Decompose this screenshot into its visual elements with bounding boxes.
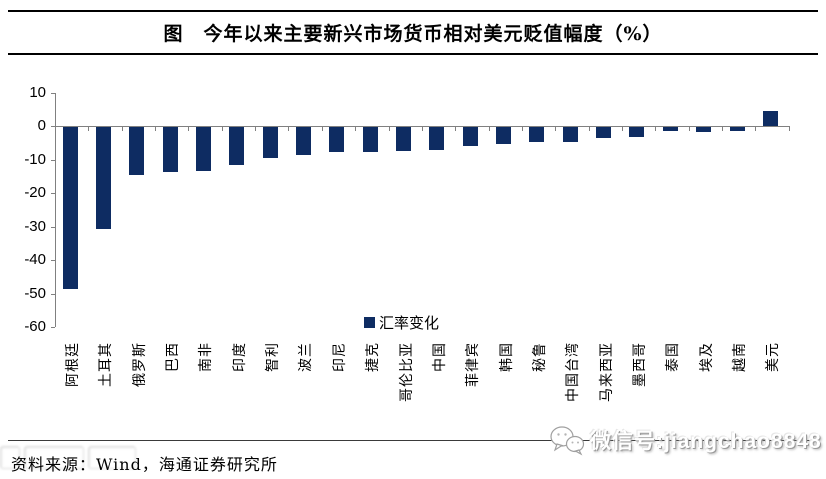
category-tick [288,127,290,131]
bar [462,127,478,147]
x-category-label: 印度 [231,342,248,372]
y-axis-tick [51,327,55,328]
bar [396,127,411,151]
footer-rule [8,440,818,441]
category-tick [355,127,357,131]
y-axis-line [55,92,56,327]
y-axis-tick [51,126,55,127]
category-tick [388,127,390,131]
category-tick [621,127,623,131]
x-category-label: 阿根廷 [65,342,81,387]
bar [762,110,778,126]
bar [362,127,378,152]
category-tick [188,127,190,131]
legend-label: 汇率变化 [379,314,440,332]
category-tick [321,127,323,131]
x-category-label: 俄罗斯 [131,342,148,387]
y-axis-label: -40 [24,251,46,268]
category-tick [588,127,590,131]
y-axis-tick [51,260,55,261]
y-axis-label: -10 [24,150,46,168]
wechat-watermark: 微信号:jiangchao8848 [549,424,822,456]
bar [596,127,612,138]
category-tick [221,127,223,131]
x-category-label: 中国台湾 [565,342,582,402]
category-tick [655,127,657,131]
x-category-label: 巴西 [165,342,182,372]
bar [729,127,745,132]
x-category-label: 印尼 [331,342,348,372]
bar [562,127,578,142]
bar [262,127,278,159]
category-tick [255,127,257,131]
category-tick [521,127,523,131]
y-axis-tick [51,92,55,94]
category-tick [88,127,90,131]
bar [229,127,245,165]
bar [329,127,345,152]
x-category-label: 马来西亚 [598,342,615,402]
category-tick [421,127,423,131]
x-category-label: 土耳其 [98,342,115,387]
bar [429,127,445,150]
x-category-label: 捷克 [365,342,382,372]
y-axis-tick [51,293,55,295]
category-tick [788,127,790,131]
x-category-label: 智利 [265,342,282,372]
x-category-label: 中国 [431,342,448,372]
y-axis-label: -60 [24,318,46,335]
bar [662,127,678,131]
x-category-label: 越南 [732,342,748,372]
category-tick [555,127,557,131]
source-text: 资料来源：Wind，海通证券研究所 [11,455,278,474]
x-category-label: 埃及 [698,342,715,372]
x-category-label: 泰国 [665,342,682,372]
category-tick [755,127,757,131]
legend-swatch [364,317,375,328]
y-axis-label: -50 [24,284,46,302]
category-tick [688,127,690,131]
x-category-label: 波兰 [298,342,315,372]
category-tick [121,127,123,131]
x-category-label: 墨西哥 [631,342,648,387]
title-rule [8,53,818,55]
bar [696,127,712,133]
top-rule [8,10,818,12]
watermark-smudge [0,446,150,473]
x-category-label: 美元 [765,342,782,372]
bar [162,127,178,172]
bar [195,127,211,172]
category-tick [722,127,723,131]
x-category-label: 秘鲁 [531,342,548,372]
chart-title: 图 今年以来主要新兴市场货币相对美元贬值幅度（%） [163,23,663,45]
y-axis-tick [51,226,55,228]
y-axis-label: 0 [37,117,46,134]
category-tick [455,127,457,131]
y-axis-tick [51,159,55,161]
bar [629,127,645,138]
bar [62,127,78,290]
wechat-logo-icon [550,426,585,456]
category-tick [488,127,490,131]
bar [295,127,311,155]
y-axis-label: -30 [24,217,46,235]
x-axis-line [55,126,790,127]
chart-area: 汇率变化 10 0 -10 -20 -30 -40 -50 -60 阿根廷 土耳其 俄罗斯 巴西 南非印… [0,60,826,440]
bar [529,127,545,143]
category-tick [55,127,56,131]
bar [129,127,145,175]
category-tick [155,127,157,131]
x-category-label: 韩国 [498,342,515,372]
y-axis-label: 10 [29,83,46,101]
y-axis-label: -20 [24,184,46,201]
x-category-label: 菲律宾 [465,342,482,387]
x-category-label: 南非 [198,342,215,372]
bar [95,127,111,230]
watermark-text: 微信号:jiangchao8848 [590,430,822,453]
y-axis-tick [51,193,55,194]
bar [496,127,512,145]
chart-legend: 汇率变化 [364,312,439,333]
x-category-label: 哥伦比亚 [398,342,415,402]
